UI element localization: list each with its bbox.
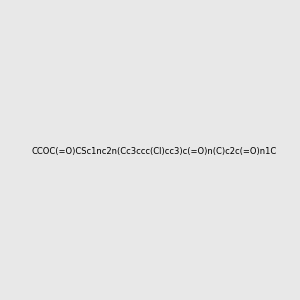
Text: CCOC(=O)CSc1nc2n(Cc3ccc(Cl)cc3)c(=O)n(C)c2c(=O)n1C: CCOC(=O)CSc1nc2n(Cc3ccc(Cl)cc3)c(=O)n(C)… <box>31 147 276 156</box>
